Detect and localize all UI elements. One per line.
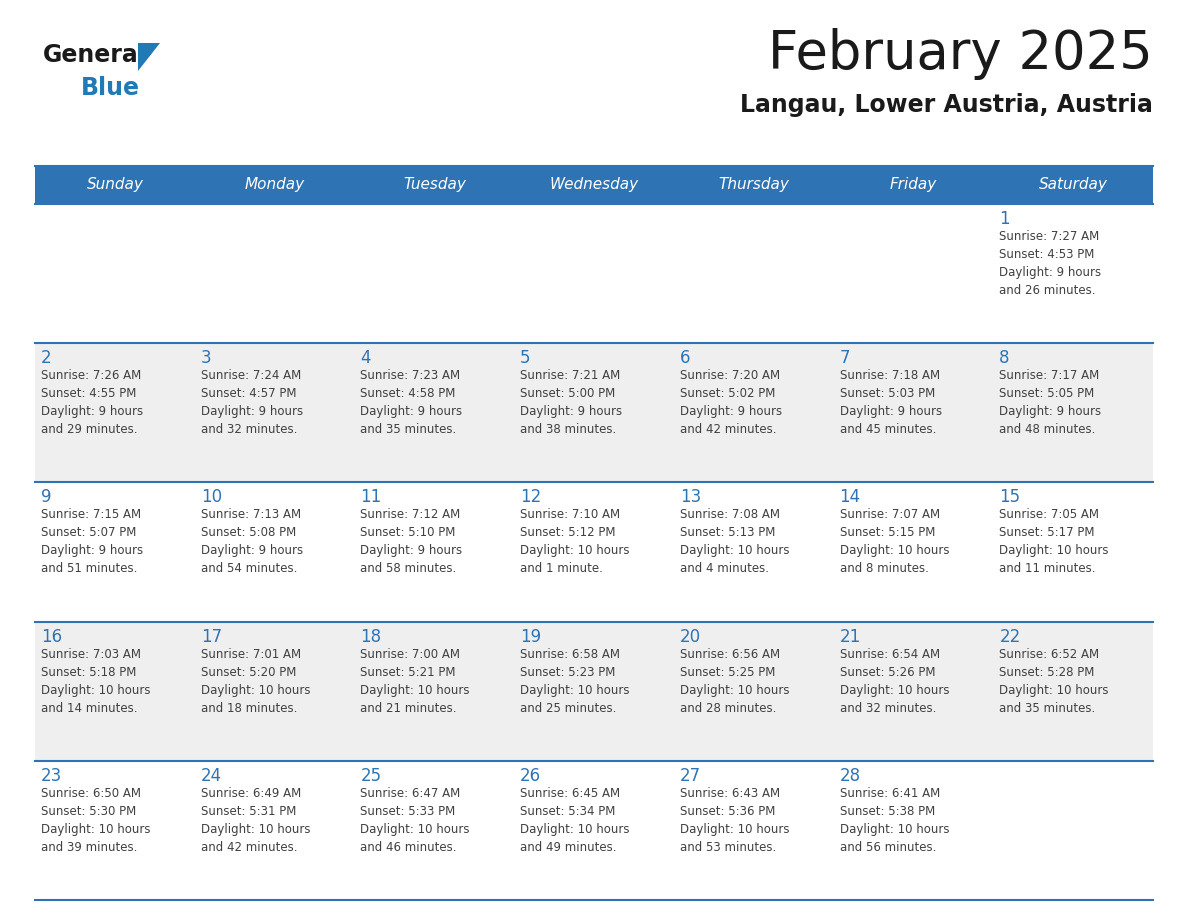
Text: Sunrise: 7:26 AM
Sunset: 4:55 PM
Daylight: 9 hours
and 29 minutes.: Sunrise: 7:26 AM Sunset: 4:55 PM Dayligh… <box>42 369 143 436</box>
Text: Tuesday: Tuesday <box>403 177 466 193</box>
Bar <box>34 166 195 204</box>
Text: 21: 21 <box>840 628 861 645</box>
Text: 9: 9 <box>42 488 51 507</box>
Text: 13: 13 <box>680 488 701 507</box>
Text: 15: 15 <box>999 488 1020 507</box>
Text: Thursday: Thursday <box>719 177 789 193</box>
Text: Sunrise: 7:00 AM
Sunset: 5:21 PM
Daylight: 10 hours
and 21 minutes.: Sunrise: 7:00 AM Sunset: 5:21 PM Dayligh… <box>360 647 470 714</box>
Text: 19: 19 <box>520 628 542 645</box>
Text: General: General <box>43 43 147 67</box>
Text: 24: 24 <box>201 767 222 785</box>
Text: 26: 26 <box>520 767 542 785</box>
Text: Sunrise: 6:47 AM
Sunset: 5:33 PM
Daylight: 10 hours
and 46 minutes.: Sunrise: 6:47 AM Sunset: 5:33 PM Dayligh… <box>360 787 470 854</box>
Text: Sunrise: 6:56 AM
Sunset: 5:25 PM
Daylight: 10 hours
and 28 minutes.: Sunrise: 6:56 AM Sunset: 5:25 PM Dayligh… <box>680 647 789 714</box>
Text: Sunrise: 6:41 AM
Sunset: 5:38 PM
Daylight: 10 hours
and 56 minutes.: Sunrise: 6:41 AM Sunset: 5:38 PM Dayligh… <box>840 787 949 854</box>
Text: Sunrise: 6:58 AM
Sunset: 5:23 PM
Daylight: 10 hours
and 25 minutes.: Sunrise: 6:58 AM Sunset: 5:23 PM Dayligh… <box>520 647 630 714</box>
Text: Sunrise: 6:43 AM
Sunset: 5:36 PM
Daylight: 10 hours
and 53 minutes.: Sunrise: 6:43 AM Sunset: 5:36 PM Dayligh… <box>680 787 789 854</box>
Bar <box>195 166 354 204</box>
Text: 3: 3 <box>201 349 211 367</box>
Polygon shape <box>138 43 160 71</box>
Text: 10: 10 <box>201 488 222 507</box>
Text: 22: 22 <box>999 628 1020 645</box>
Text: Sunrise: 7:21 AM
Sunset: 5:00 PM
Daylight: 9 hours
and 38 minutes.: Sunrise: 7:21 AM Sunset: 5:00 PM Dayligh… <box>520 369 623 436</box>
Text: Sunrise: 6:45 AM
Sunset: 5:34 PM
Daylight: 10 hours
and 49 minutes.: Sunrise: 6:45 AM Sunset: 5:34 PM Dayligh… <box>520 787 630 854</box>
Text: Sunrise: 7:27 AM
Sunset: 4:53 PM
Daylight: 9 hours
and 26 minutes.: Sunrise: 7:27 AM Sunset: 4:53 PM Dayligh… <box>999 230 1101 297</box>
Bar <box>834 166 993 204</box>
Text: 8: 8 <box>999 349 1010 367</box>
Text: Sunrise: 6:52 AM
Sunset: 5:28 PM
Daylight: 10 hours
and 35 minutes.: Sunrise: 6:52 AM Sunset: 5:28 PM Dayligh… <box>999 647 1108 714</box>
Text: Blue: Blue <box>81 76 140 100</box>
Bar <box>674 166 834 204</box>
Text: Sunrise: 7:07 AM
Sunset: 5:15 PM
Daylight: 10 hours
and 8 minutes.: Sunrise: 7:07 AM Sunset: 5:15 PM Dayligh… <box>840 509 949 576</box>
Text: Sunrise: 7:13 AM
Sunset: 5:08 PM
Daylight: 9 hours
and 54 minutes.: Sunrise: 7:13 AM Sunset: 5:08 PM Dayligh… <box>201 509 303 576</box>
Text: Sunday: Sunday <box>87 177 144 193</box>
Text: 12: 12 <box>520 488 542 507</box>
Bar <box>34 621 1154 761</box>
Text: Sunrise: 7:24 AM
Sunset: 4:57 PM
Daylight: 9 hours
and 32 minutes.: Sunrise: 7:24 AM Sunset: 4:57 PM Dayligh… <box>201 369 303 436</box>
Text: 14: 14 <box>840 488 860 507</box>
Text: Sunrise: 7:23 AM
Sunset: 4:58 PM
Daylight: 9 hours
and 35 minutes.: Sunrise: 7:23 AM Sunset: 4:58 PM Dayligh… <box>360 369 462 436</box>
Text: 7: 7 <box>840 349 851 367</box>
Text: Sunrise: 6:50 AM
Sunset: 5:30 PM
Daylight: 10 hours
and 39 minutes.: Sunrise: 6:50 AM Sunset: 5:30 PM Dayligh… <box>42 787 151 854</box>
Bar <box>34 482 1154 621</box>
Text: Sunrise: 6:54 AM
Sunset: 5:26 PM
Daylight: 10 hours
and 32 minutes.: Sunrise: 6:54 AM Sunset: 5:26 PM Dayligh… <box>840 647 949 714</box>
Text: 11: 11 <box>360 488 381 507</box>
Text: Saturday: Saturday <box>1038 177 1107 193</box>
Text: 6: 6 <box>680 349 690 367</box>
Text: Sunrise: 7:20 AM
Sunset: 5:02 PM
Daylight: 9 hours
and 42 minutes.: Sunrise: 7:20 AM Sunset: 5:02 PM Dayligh… <box>680 369 782 436</box>
Text: Sunrise: 7:10 AM
Sunset: 5:12 PM
Daylight: 10 hours
and 1 minute.: Sunrise: 7:10 AM Sunset: 5:12 PM Dayligh… <box>520 509 630 576</box>
Text: 2: 2 <box>42 349 51 367</box>
Text: Sunrise: 6:49 AM
Sunset: 5:31 PM
Daylight: 10 hours
and 42 minutes.: Sunrise: 6:49 AM Sunset: 5:31 PM Dayligh… <box>201 787 310 854</box>
Text: Monday: Monday <box>245 177 304 193</box>
Text: 18: 18 <box>360 628 381 645</box>
Bar <box>514 166 674 204</box>
Text: Langau, Lower Austria, Austria: Langau, Lower Austria, Austria <box>740 93 1154 117</box>
Text: 1: 1 <box>999 210 1010 228</box>
Text: 17: 17 <box>201 628 222 645</box>
Text: 5: 5 <box>520 349 531 367</box>
Text: Sunrise: 7:12 AM
Sunset: 5:10 PM
Daylight: 9 hours
and 58 minutes.: Sunrise: 7:12 AM Sunset: 5:10 PM Dayligh… <box>360 509 462 576</box>
Text: Sunrise: 7:15 AM
Sunset: 5:07 PM
Daylight: 9 hours
and 51 minutes.: Sunrise: 7:15 AM Sunset: 5:07 PM Dayligh… <box>42 509 143 576</box>
Bar <box>34 204 1154 343</box>
Bar <box>34 761 1154 900</box>
Bar <box>993 166 1154 204</box>
Text: Sunrise: 7:08 AM
Sunset: 5:13 PM
Daylight: 10 hours
and 4 minutes.: Sunrise: 7:08 AM Sunset: 5:13 PM Dayligh… <box>680 509 789 576</box>
Text: 20: 20 <box>680 628 701 645</box>
Text: Sunrise: 7:17 AM
Sunset: 5:05 PM
Daylight: 9 hours
and 48 minutes.: Sunrise: 7:17 AM Sunset: 5:05 PM Dayligh… <box>999 369 1101 436</box>
Text: 25: 25 <box>360 767 381 785</box>
Text: 23: 23 <box>42 767 62 785</box>
Text: February 2025: February 2025 <box>769 28 1154 80</box>
Text: 4: 4 <box>360 349 371 367</box>
Bar <box>354 166 514 204</box>
Text: 27: 27 <box>680 767 701 785</box>
Text: Sunrise: 7:03 AM
Sunset: 5:18 PM
Daylight: 10 hours
and 14 minutes.: Sunrise: 7:03 AM Sunset: 5:18 PM Dayligh… <box>42 647 151 714</box>
Text: 16: 16 <box>42 628 62 645</box>
Text: Wednesday: Wednesday <box>549 177 639 193</box>
Bar <box>34 343 1154 482</box>
Text: Sunrise: 7:05 AM
Sunset: 5:17 PM
Daylight: 10 hours
and 11 minutes.: Sunrise: 7:05 AM Sunset: 5:17 PM Dayligh… <box>999 509 1108 576</box>
Text: Sunrise: 7:18 AM
Sunset: 5:03 PM
Daylight: 9 hours
and 45 minutes.: Sunrise: 7:18 AM Sunset: 5:03 PM Dayligh… <box>840 369 942 436</box>
Text: Sunrise: 7:01 AM
Sunset: 5:20 PM
Daylight: 10 hours
and 18 minutes.: Sunrise: 7:01 AM Sunset: 5:20 PM Dayligh… <box>201 647 310 714</box>
Text: 28: 28 <box>840 767 860 785</box>
Text: Friday: Friday <box>890 177 937 193</box>
